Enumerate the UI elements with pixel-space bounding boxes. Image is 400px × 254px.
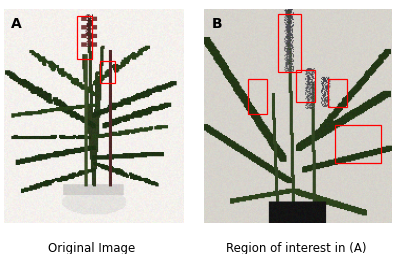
- Bar: [278, 15, 301, 73]
- Text: Original Image: Original Image: [48, 241, 136, 254]
- Bar: [335, 126, 381, 163]
- Bar: [328, 80, 346, 108]
- Text: Region of interest in (A): Region of interest in (A): [226, 241, 366, 254]
- Bar: [296, 70, 315, 102]
- Text: A: A: [11, 17, 22, 30]
- Bar: [100, 62, 115, 83]
- Bar: [76, 17, 92, 60]
- Bar: [248, 80, 267, 114]
- Text: B: B: [212, 17, 222, 30]
